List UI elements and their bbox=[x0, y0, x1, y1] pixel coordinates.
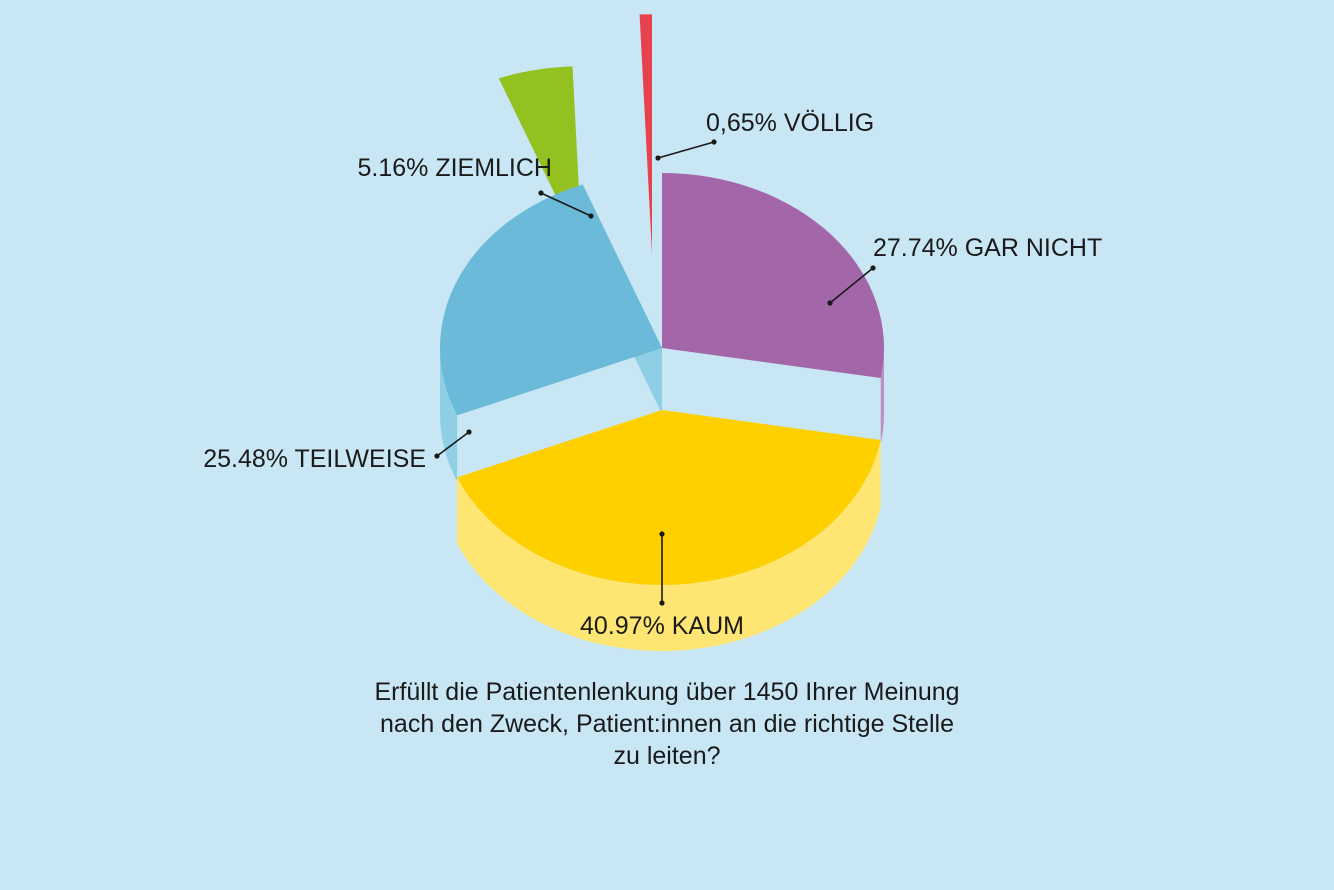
leader-dot bbox=[466, 429, 472, 435]
slice-label: 40.97% KAUM bbox=[580, 612, 744, 640]
slice-side-wall bbox=[457, 439, 881, 651]
leader-dot bbox=[655, 155, 661, 161]
leader-line bbox=[829, 267, 874, 304]
leader-dot bbox=[588, 213, 594, 219]
pie-slice bbox=[639, 14, 652, 254]
question-line-1: Erfüllt die Patientenlenkung über 1450 I… bbox=[374, 678, 960, 706]
slice-label: 5.16% ZIEMLICH bbox=[357, 154, 552, 182]
slice-labels: 27.74% GAR NICHT 40.97% KAUM 25.48% TEILWE… bbox=[203, 109, 1102, 640]
slice-label: 25.48% TEILWEISE bbox=[203, 445, 426, 473]
slice-label: 27.74% GAR NICHT bbox=[873, 234, 1102, 262]
question-line-2: nach den Zweck, Patient:innen an die ric… bbox=[380, 710, 954, 738]
slice-label: 0,65% VÖLLIG bbox=[706, 109, 874, 137]
slice-side-wall bbox=[880, 348, 884, 444]
leader-dot bbox=[870, 265, 876, 271]
slice-top bbox=[457, 410, 881, 585]
slice-top bbox=[639, 14, 652, 254]
survey-question: Erfüllt die Patientenlenkung über 1450 I… bbox=[267, 676, 1067, 772]
leader-dot bbox=[659, 600, 665, 606]
slice-side-wall bbox=[440, 348, 458, 482]
pie-slice bbox=[457, 410, 881, 651]
leader-dot bbox=[538, 190, 544, 196]
pie-slice bbox=[662, 173, 884, 444]
pie-slices bbox=[440, 14, 884, 651]
leader-line bbox=[436, 431, 470, 457]
slice-top bbox=[662, 173, 884, 378]
leader-dot bbox=[711, 139, 717, 145]
pie-slice bbox=[440, 184, 662, 482]
leader-dot bbox=[659, 531, 665, 537]
leader-line bbox=[540, 192, 592, 217]
question-line-3: zu leiten? bbox=[613, 742, 721, 770]
leader-dot bbox=[827, 300, 833, 306]
leader-line bbox=[657, 141, 715, 159]
leader-dot bbox=[434, 453, 440, 459]
slice-top bbox=[440, 184, 662, 416]
